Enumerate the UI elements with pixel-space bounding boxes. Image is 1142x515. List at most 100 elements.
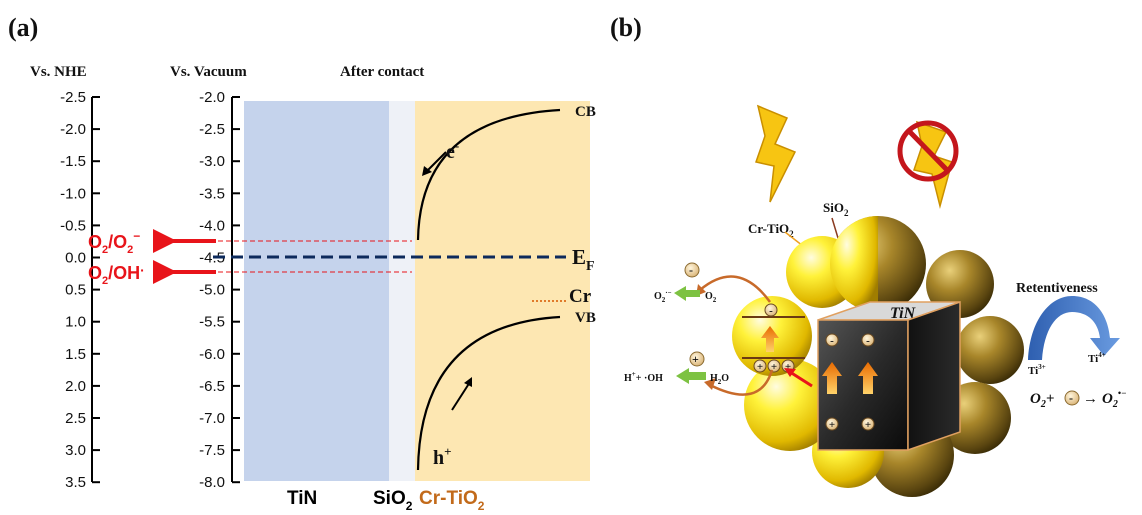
vacuum-tick-label: -6.5 xyxy=(199,378,225,395)
o2-label: O2 xyxy=(705,291,717,304)
panel-a-label: (a) xyxy=(8,13,38,42)
ti3-label: Ti3+ xyxy=(1028,363,1046,377)
green-arrow-icon-top xyxy=(674,286,700,301)
nhe-tick-label: 3.5 xyxy=(65,474,86,491)
reaction-equation: O2+ - → O2•− xyxy=(1030,388,1126,410)
panel-b: (b) Cr-TiO2 SiO2 TiN xyxy=(610,13,1126,497)
tin-label: TiN xyxy=(890,305,917,322)
cube-arrow-right xyxy=(858,362,878,394)
sphere-hole-2 xyxy=(767,359,781,373)
vacuum-tick-label: -7.5 xyxy=(199,442,225,459)
sphere-arrow-up-1 xyxy=(761,326,779,352)
badge-minus-top-text: - xyxy=(689,263,693,277)
curved-arrow-bottom xyxy=(709,369,774,396)
crtio2-label: Cr-TiO2 xyxy=(748,221,794,239)
nhe-axis: -2.5 -2.0 -1.5 -1.0 -0.5 0.0 0.5 1.0 1.5 2.0 2.5 3.… xyxy=(60,89,100,491)
hole-label: h+ xyxy=(433,444,452,469)
curved-arrow-top xyxy=(699,275,772,303)
sphere-hole-1 xyxy=(753,359,767,373)
vacuum-tick-label: -3.5 xyxy=(199,185,225,202)
sphere-half-yellow xyxy=(830,216,878,312)
cr-label: Cr xyxy=(569,286,592,307)
badge-plus-bottom xyxy=(689,351,705,367)
nhe-tick-label: -1.5 xyxy=(60,153,86,170)
retentiveness-label: Retentiveness xyxy=(1016,281,1098,296)
fermi-label: EF xyxy=(572,245,595,274)
vacuum-tick-label: -3.0 xyxy=(199,153,225,170)
sphere-electron-text: - xyxy=(769,305,773,317)
redox-superoxide-label: O2/O2− xyxy=(88,229,140,256)
vacuum-tick-label: -5.5 xyxy=(199,314,225,331)
region-label-sio2: SiO2 xyxy=(373,488,413,513)
badge-minus-top xyxy=(684,262,700,278)
o2-superoxide-label: O2·− xyxy=(654,289,672,304)
cube-arrow-left xyxy=(822,362,842,394)
cube-electron-right-text: - xyxy=(866,335,870,347)
nhe-tick-label: 1.5 xyxy=(65,346,86,363)
vacuum-tick-label: -8.0 xyxy=(199,474,225,491)
electron-label: e- xyxy=(446,138,459,163)
vacuum-tick-label: -5.0 xyxy=(199,282,225,299)
sphere-hole-2-text: + xyxy=(771,361,777,373)
sphere-hole-3-text: + xyxy=(785,361,791,373)
nhe-tick-label: 0.5 xyxy=(65,282,86,299)
eq-electron-text: - xyxy=(1069,391,1073,405)
eq-product: O2•− xyxy=(1102,388,1126,410)
transfer-arrow xyxy=(789,370,813,388)
region-crtio2 xyxy=(415,101,590,481)
vacuum-tick-label: -2.5 xyxy=(199,121,225,138)
vacuum-axis: -2.0 -2.5 -3.0 -3.5 -4.0 -4.5 -5.0 -5.5 -6.0 -6.5… xyxy=(199,89,240,491)
eq-electron-badge xyxy=(1064,390,1080,406)
eq-o2: O2+ xyxy=(1030,391,1054,410)
region-tin xyxy=(244,101,389,481)
nhe-tick-label: 0.0 xyxy=(65,250,86,267)
sphere-bronze-right-mid xyxy=(956,316,1024,384)
sphere-bronze-right-top xyxy=(926,250,994,318)
panel-a: (a) Vs. NHE Vs. Vacuum After contact -2.… xyxy=(8,13,596,513)
ti4-label: Ti4+ xyxy=(1088,351,1106,365)
hole-arrow xyxy=(451,381,471,411)
nhe-tick-label: -0.5 xyxy=(60,217,86,234)
region-label-tin: TiN xyxy=(287,488,317,509)
header-nhe: Vs. NHE xyxy=(30,64,87,80)
vacuum-tick-label: -6.0 xyxy=(199,346,225,363)
cb-label: CB xyxy=(575,104,596,120)
nhe-tick-label: 3.0 xyxy=(65,442,86,459)
cube-charges: - - + + xyxy=(825,333,875,431)
sphere-hole-1-text: + xyxy=(757,361,763,373)
header-after-contact: After contact xyxy=(340,64,424,80)
tin-cube: TiN xyxy=(817,300,961,452)
retentiveness-arc xyxy=(1028,296,1120,360)
vacuum-tick-label: -4.5 xyxy=(199,250,225,267)
badge-plus-bottom-text: + xyxy=(692,352,699,366)
electron-arrow xyxy=(425,151,447,173)
sphere-charges: - + + + xyxy=(753,303,795,373)
transfer-arrow-head xyxy=(784,368,796,377)
curved-arrow-bottom-head xyxy=(704,378,716,390)
eq-arrow: → xyxy=(1083,391,1098,407)
redox-oh-label: O2/OH· xyxy=(88,262,145,287)
vb-band-curve xyxy=(416,315,561,471)
h2o-label: H2O xyxy=(710,373,729,386)
nhe-tick-label: 1.0 xyxy=(65,314,86,331)
header-vacuum: Vs. Vacuum xyxy=(170,64,247,80)
nhe-tick-label: -2.5 xyxy=(60,89,86,106)
sio2-label: SiO2 xyxy=(823,200,849,218)
cube-electron-left-text: - xyxy=(830,335,834,347)
cube-electron-right xyxy=(861,333,875,347)
sphere-electron xyxy=(764,303,778,317)
vacuum-tick-label: -7.0 xyxy=(199,410,225,427)
hole-arrow-head xyxy=(464,377,472,387)
h-plus-oh-label: H++ ·OH xyxy=(624,370,663,384)
vacuum-tick-label: -4.0 xyxy=(199,217,225,234)
green-arrow-icon-bottom xyxy=(676,368,706,384)
panel-b-label: (b) xyxy=(610,13,642,42)
nhe-tick-label: -2.0 xyxy=(60,121,86,138)
cube-hole-right xyxy=(861,417,875,431)
no-light-icon xyxy=(897,120,959,209)
lightning-icon xyxy=(755,104,797,203)
cube-hole-right-text: + xyxy=(865,419,871,431)
region-sio2 xyxy=(389,101,415,481)
cube-electron-left xyxy=(825,333,839,347)
